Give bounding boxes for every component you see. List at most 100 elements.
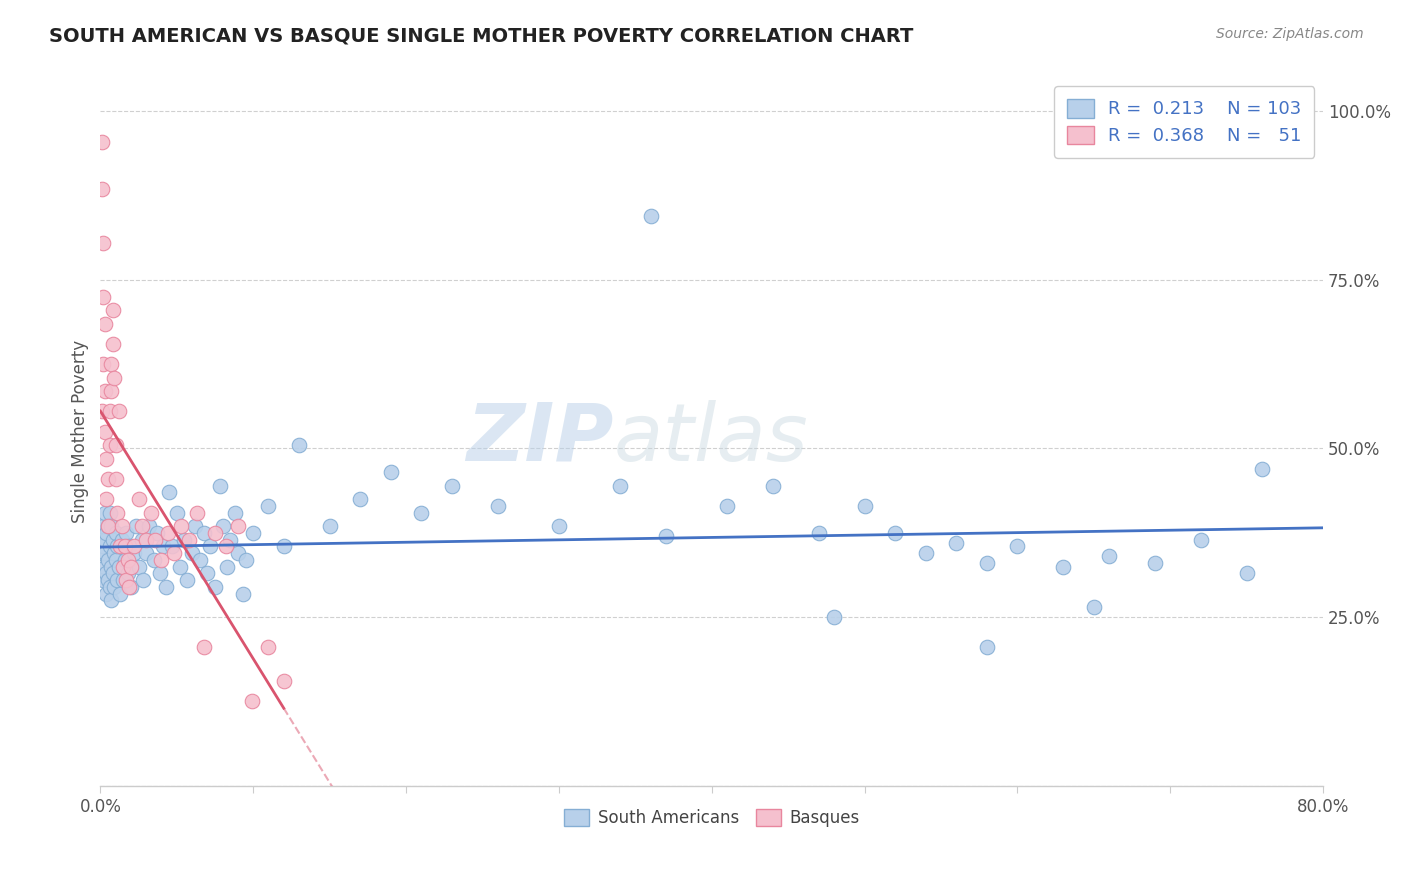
Point	[131, 533, 153, 547]
Point	[90, 182, 112, 196]
Point	[1083, 600, 1105, 615]
Point	[104, 525, 127, 540]
Point	[177, 533, 200, 547]
Point	[94, 384, 117, 398]
Point	[1098, 549, 1121, 564]
Point	[945, 536, 967, 550]
Text: SOUTH AMERICAN VS BASQUE SINGLE MOTHER POVERTY CORRELATION CHART: SOUTH AMERICAN VS BASQUE SINGLE MOTHER P…	[49, 27, 914, 45]
Point	[110, 586, 132, 600]
Point	[1236, 566, 1258, 581]
Point	[90, 404, 112, 418]
Point	[1007, 539, 1029, 553]
Point	[100, 593, 122, 607]
Point	[257, 640, 280, 655]
Point	[609, 478, 631, 492]
Point	[128, 559, 150, 574]
Point	[411, 506, 433, 520]
Point	[215, 539, 238, 553]
Point	[186, 506, 208, 520]
Point	[1251, 461, 1274, 475]
Point	[188, 553, 211, 567]
Point	[96, 586, 118, 600]
Point	[105, 539, 128, 553]
Point	[655, 529, 678, 543]
Point	[152, 539, 174, 553]
Point	[156, 525, 179, 540]
Point	[94, 546, 117, 560]
Point	[115, 573, 138, 587]
Point	[124, 519, 146, 533]
Point	[142, 553, 165, 567]
Point	[139, 506, 162, 520]
Point	[208, 478, 231, 492]
Point	[157, 485, 180, 500]
Point	[94, 317, 117, 331]
Point	[288, 438, 311, 452]
Point	[100, 357, 122, 371]
Point	[115, 525, 138, 540]
Point	[104, 438, 127, 452]
Point	[107, 559, 129, 574]
Point	[111, 519, 134, 533]
Point	[101, 566, 124, 581]
Point	[117, 566, 139, 581]
Point	[914, 546, 936, 560]
Point	[98, 539, 121, 553]
Point	[103, 580, 125, 594]
Point	[181, 546, 204, 560]
Point	[97, 573, 120, 587]
Point	[166, 506, 188, 520]
Point	[224, 506, 246, 520]
Point	[90, 533, 112, 547]
Point	[440, 478, 463, 492]
Point	[97, 553, 120, 567]
Point	[149, 566, 172, 581]
Point	[193, 525, 215, 540]
Point	[98, 404, 121, 418]
Point	[120, 559, 142, 574]
Point	[853, 499, 876, 513]
Point	[200, 539, 222, 553]
Legend: South Americans, Basques: South Americans, Basques	[558, 803, 866, 834]
Point	[101, 303, 124, 318]
Point	[105, 573, 128, 587]
Point	[807, 525, 830, 540]
Text: Source: ZipAtlas.com: Source: ZipAtlas.com	[1216, 27, 1364, 41]
Point	[135, 533, 157, 547]
Point	[240, 694, 263, 708]
Point	[380, 465, 402, 479]
Point	[93, 573, 115, 587]
Point	[98, 506, 121, 520]
Point	[98, 580, 121, 594]
Point	[128, 492, 150, 507]
Point	[98, 438, 121, 452]
Point	[100, 519, 122, 533]
Point	[97, 519, 120, 533]
Point	[93, 539, 115, 553]
Point	[486, 499, 509, 513]
Point	[96, 525, 118, 540]
Point	[96, 451, 118, 466]
Point	[1143, 556, 1166, 570]
Point	[138, 519, 160, 533]
Point	[111, 533, 134, 547]
Point	[976, 640, 998, 655]
Text: ZIP: ZIP	[467, 400, 614, 478]
Point	[105, 506, 128, 520]
Point	[117, 553, 139, 567]
Point	[122, 539, 145, 553]
Point	[101, 533, 124, 547]
Point	[176, 573, 198, 587]
Point	[101, 337, 124, 351]
Point	[122, 546, 145, 560]
Point	[107, 404, 129, 418]
Y-axis label: Single Mother Poverty: Single Mother Poverty	[72, 340, 89, 524]
Point	[184, 519, 207, 533]
Point	[1052, 559, 1074, 574]
Point	[318, 519, 340, 533]
Point	[103, 546, 125, 560]
Point	[97, 519, 120, 533]
Point	[884, 525, 907, 540]
Point	[226, 546, 249, 560]
Point	[114, 553, 136, 567]
